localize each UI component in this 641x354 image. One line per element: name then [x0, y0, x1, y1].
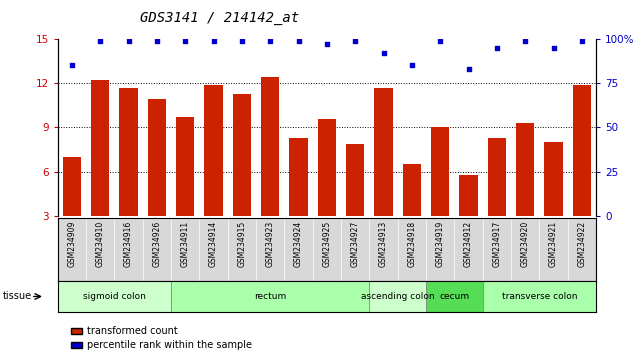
Text: GSM234911: GSM234911	[181, 221, 190, 267]
Bar	[204, 85, 223, 260]
Text: GSM234915: GSM234915	[237, 221, 246, 267]
Bar	[460, 175, 478, 260]
Text: cecum: cecum	[439, 292, 469, 301]
Bar	[91, 80, 110, 260]
Text: sigmoid colon: sigmoid colon	[83, 292, 146, 301]
Bar	[119, 88, 138, 260]
Point	[152, 38, 162, 44]
Bar	[58, 281, 171, 312]
Bar	[346, 144, 365, 260]
Point	[549, 45, 559, 51]
Point	[124, 38, 134, 44]
Point	[577, 38, 587, 44]
Point	[208, 38, 219, 44]
Point	[67, 63, 77, 68]
Text: GSM234917: GSM234917	[492, 221, 501, 267]
Point	[435, 38, 445, 44]
Bar	[369, 281, 426, 312]
Point	[378, 50, 388, 56]
Text: GSM234912: GSM234912	[464, 221, 473, 267]
Text: GSM234924: GSM234924	[294, 221, 303, 267]
Bar	[63, 157, 81, 260]
Bar	[261, 77, 279, 260]
Bar	[233, 93, 251, 260]
Point	[492, 45, 502, 51]
Text: GSM234919: GSM234919	[436, 221, 445, 267]
Bar	[176, 117, 194, 260]
Text: GSM234920: GSM234920	[520, 221, 529, 267]
Bar	[573, 85, 591, 260]
Text: GSM234916: GSM234916	[124, 221, 133, 267]
Text: GSM234926: GSM234926	[153, 221, 162, 267]
Bar	[147, 99, 166, 260]
Text: percentile rank within the sample: percentile rank within the sample	[87, 340, 252, 350]
Point	[322, 41, 332, 47]
Text: GSM234913: GSM234913	[379, 221, 388, 267]
Text: GSM234927: GSM234927	[351, 221, 360, 267]
Text: GSM234925: GSM234925	[322, 221, 331, 267]
Point	[463, 66, 474, 72]
Text: transformed count: transformed count	[87, 326, 178, 336]
Text: tissue: tissue	[3, 291, 32, 302]
Bar	[544, 142, 563, 260]
Text: GSM234923: GSM234923	[266, 221, 275, 267]
Bar	[488, 138, 506, 260]
Bar	[426, 281, 483, 312]
Text: transverse colon: transverse colon	[502, 292, 577, 301]
Point	[294, 38, 304, 44]
Point	[407, 63, 417, 68]
Text: GSM234910: GSM234910	[96, 221, 104, 267]
Point	[180, 38, 190, 44]
Point	[350, 38, 360, 44]
Bar	[318, 119, 336, 260]
Point	[237, 38, 247, 44]
Bar	[431, 127, 449, 260]
Point	[95, 38, 105, 44]
Text: GSM234918: GSM234918	[408, 221, 417, 267]
Bar	[289, 138, 308, 260]
Point	[520, 38, 530, 44]
Bar	[171, 281, 369, 312]
Bar	[483, 281, 596, 312]
Text: ascending colon: ascending colon	[361, 292, 435, 301]
Text: GSM234921: GSM234921	[549, 221, 558, 267]
Point	[265, 38, 276, 44]
Text: GSM234914: GSM234914	[209, 221, 218, 267]
Bar	[516, 123, 535, 260]
Text: GDS3141 / 214142_at: GDS3141 / 214142_at	[140, 11, 299, 25]
Text: rectum: rectum	[254, 292, 287, 301]
Text: GSM234909: GSM234909	[67, 221, 76, 267]
Text: GSM234922: GSM234922	[578, 221, 587, 267]
Bar	[403, 164, 421, 260]
Bar	[374, 88, 393, 260]
